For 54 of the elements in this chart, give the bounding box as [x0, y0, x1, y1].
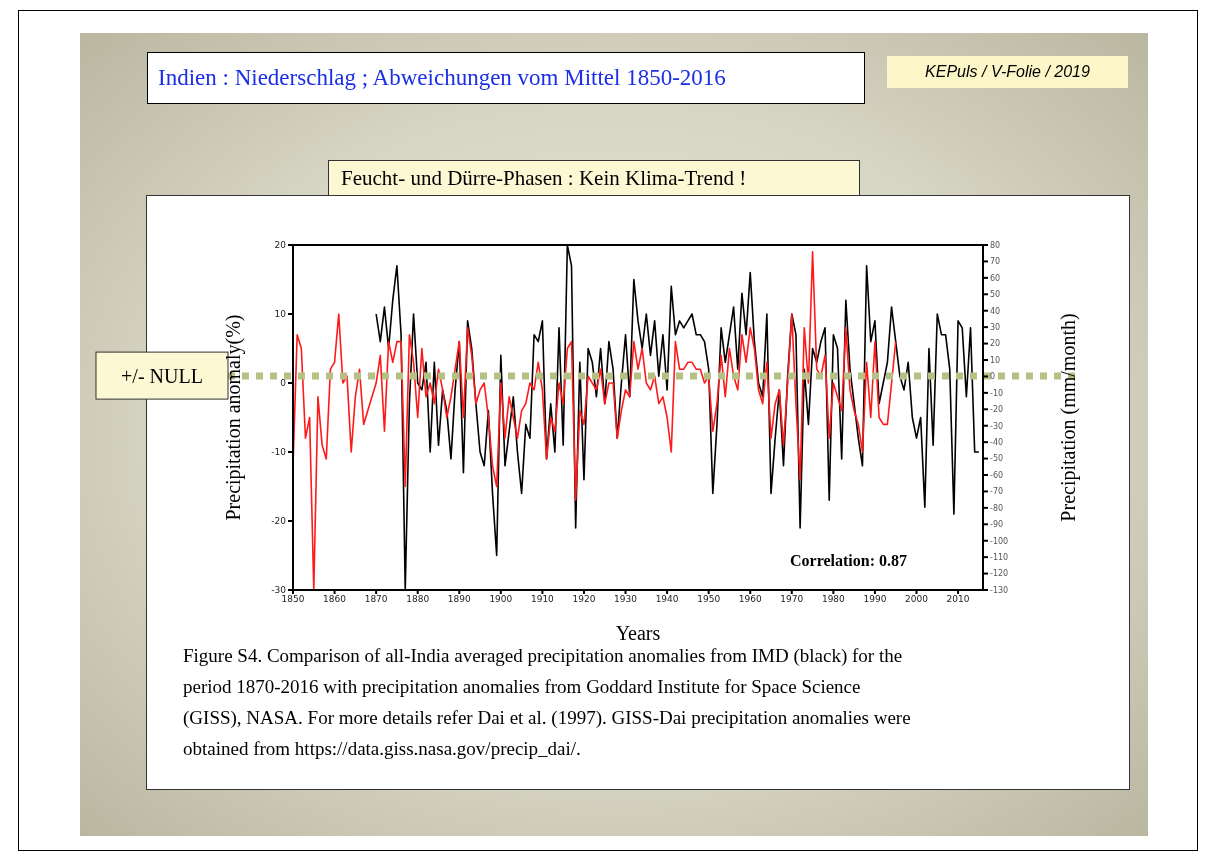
y2-tick-label: 50: [990, 290, 1001, 300]
y2-tick-label: -20: [990, 405, 1004, 415]
ref-line-label: +/- NULL: [121, 365, 203, 388]
y-tick-label: 20: [274, 240, 287, 251]
annotation: Correlation: 0.87: [790, 552, 908, 570]
y-axis-title: Precipitation anomaly(%): [222, 314, 246, 521]
x-tick-label: 1930: [614, 594, 638, 605]
x-tick-label: 1970: [780, 594, 804, 605]
text: KEPuls / V-Folie / 2019: [887, 56, 1128, 88]
x-tick-label: 1850: [281, 594, 305, 605]
y2-tick-label: -40: [990, 437, 1004, 447]
x-tick-label: 1980: [821, 594, 846, 605]
y2-tick-label: -110: [990, 552, 1009, 562]
y2-tick-label: -120: [990, 569, 1009, 579]
y2-tick-label: -70: [990, 487, 1004, 497]
y2-tick-label: 40: [990, 306, 1001, 316]
y2-tick-label: -10: [990, 388, 1004, 398]
y-tick-label: -30: [271, 585, 287, 596]
x-tick-label: 1900: [489, 594, 513, 605]
x-tick-label: 1990: [863, 594, 887, 605]
x-tick-label: 1880: [406, 594, 430, 605]
x-tick-label: 1940: [655, 594, 679, 605]
y2-tick-label: 10: [990, 355, 1001, 365]
y2-axis-title: Precipitation (mm/month): [1057, 313, 1081, 522]
y2-tick-label: -50: [990, 454, 1004, 464]
y-tick-label: 10: [274, 309, 287, 320]
y2-tick-label: -60: [990, 470, 1004, 480]
y2-tick-label: -30: [990, 421, 1004, 431]
y2-tick-label: -90: [990, 520, 1004, 530]
y2-tick-label: -80: [990, 503, 1004, 513]
x-tick-label: 2000: [905, 594, 929, 605]
chart-subtitle: Feucht- und Dürre-Phasen : Kein Klima-Trend !: [328, 160, 860, 196]
y2-tick-label: 60: [990, 273, 1001, 283]
y-tick-label: -20: [271, 516, 287, 527]
x-axis-title: Years: [615, 622, 661, 644]
x-tick-label: 1890: [447, 594, 471, 605]
x-tick-label: 1870: [364, 594, 388, 605]
y2-tick-label: 0: [990, 372, 996, 382]
y2-tick-label: 30: [990, 322, 1001, 332]
x-tick-label: 2010: [946, 594, 970, 605]
y-tick-label: -10: [271, 447, 287, 458]
x-tick-label: 1910: [530, 594, 555, 605]
x-tick-label: 1960: [738, 594, 762, 605]
chart-title: Indien : Niederschlag ; Abweichungen vom Mittel 1850-2016: [147, 52, 865, 104]
x-tick-label: 1920: [572, 594, 596, 605]
y-tick-label: 0: [280, 378, 287, 389]
y2-tick-label: 80: [990, 240, 1001, 250]
y2-tick-label: 20: [990, 339, 1001, 349]
x-tick-label: 1950: [697, 594, 721, 605]
y2-tick-label: -130: [990, 585, 1009, 595]
y2-tick-label: -100: [990, 536, 1009, 546]
x-tick-label: 1860: [323, 594, 347, 605]
caption: Figure S4. Comparison of all-India averaged precipitation anomalies from IMD (black) for the period 1870-2016 with precipitation anomalies from Goddard Institute for Space Science (GISS), NASA. For more details refer Dai et al. (1997). GISS-Dai precipitation anomalies were obtained from https://data.giss.nasa.gov/precip_dai/.: [183, 645, 911, 759]
y2-tick-label: 70: [990, 257, 1001, 267]
